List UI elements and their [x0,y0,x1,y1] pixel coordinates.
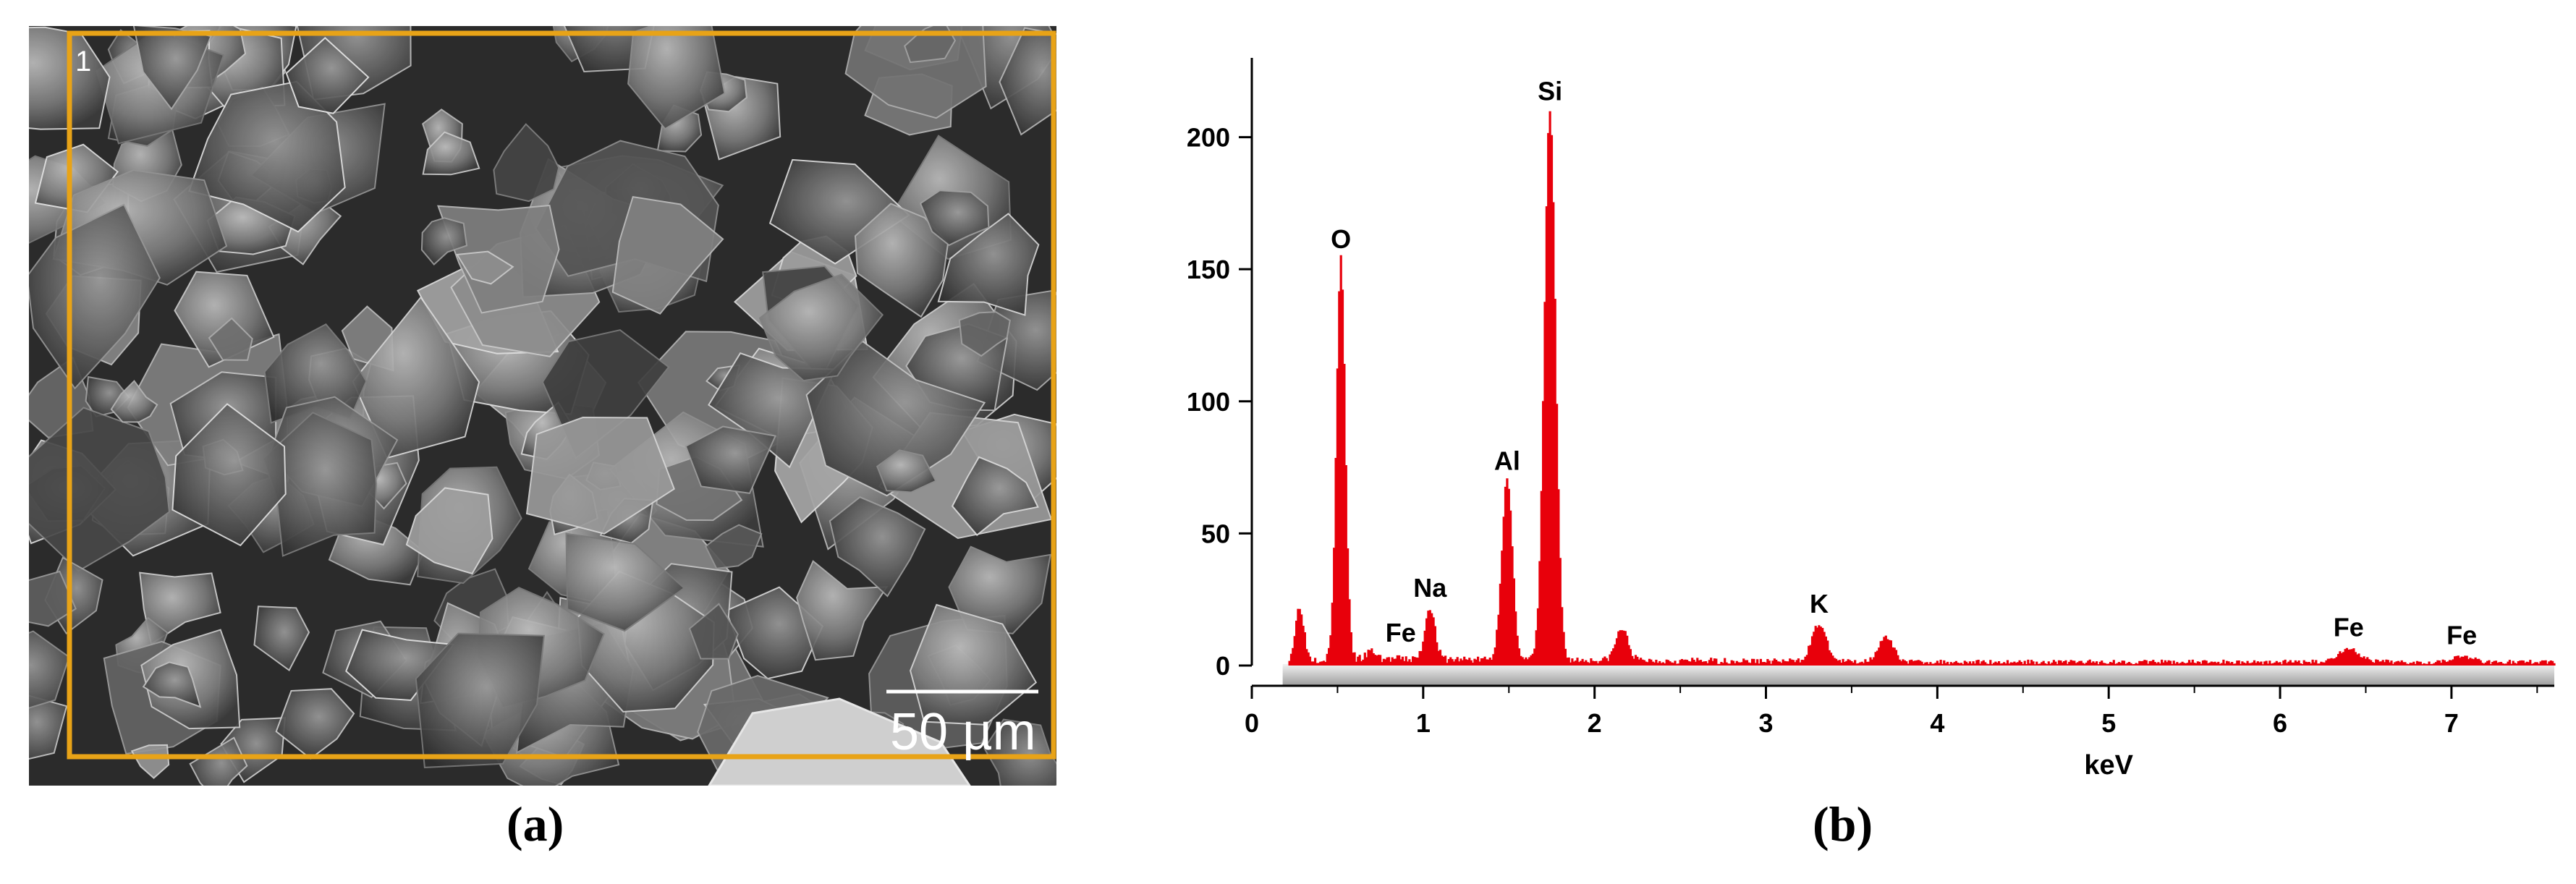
particle [132,26,212,111]
particle [854,203,949,318]
sem-particles [29,26,1056,786]
particle [29,630,70,709]
particle [704,524,763,569]
particle [285,37,370,114]
particle [142,661,202,708]
particle [627,26,726,130]
particle [171,403,287,547]
baseline-band [1282,664,2554,686]
caption-a: (a) [507,796,564,851]
peak-label-fe: Fe [2334,613,2364,642]
particle [420,217,468,266]
y-tick-label: 200 [1187,123,1230,153]
peak-label-k: K [1810,589,1829,619]
particle [937,213,1040,316]
x-tick-label: 4 [1930,708,1944,738]
spectrum-trace [1288,111,2556,666]
particle [253,605,310,671]
x-tick-label: 1 [1416,708,1431,738]
particle [983,718,1056,786]
peak-label-fe: Fe [2446,621,2477,650]
tick-labels: 0 50 100 150 200 0 1 2 3 4 5 6 7 [1187,123,2459,738]
particle [493,123,560,203]
peak-label-o: O [1331,224,1351,254]
x-tick-label: 2 [1588,708,1602,738]
peak-label-na: Na [1413,573,1447,603]
particle [999,27,1056,136]
particle [208,317,253,361]
particle [708,697,971,786]
particle [29,694,68,760]
y-tick-label: 0 [1216,651,1230,681]
particle [189,736,248,786]
particle [110,380,158,423]
sem-micrograph: 1 50 µm [29,26,1056,786]
peak-label-si: Si [1538,76,1562,106]
peak-label-fe: Fe [1386,618,1416,647]
x-tick-label: 3 [1759,708,1774,738]
spectrum-series [1288,111,2556,666]
particle [951,456,1039,537]
particle [611,195,724,315]
particle [456,250,514,285]
peak-label-al: Al [1494,446,1520,476]
y-tick-label: 150 [1187,255,1230,284]
particle [805,340,986,497]
particle [352,296,480,459]
x-tick-label: 7 [2444,708,2459,738]
scale-bar-label: 50 µm [890,703,1036,761]
particle [415,632,546,768]
eds-spectrum-chart: 0 50 100 150 200 0 1 2 3 4 5 6 7 O Fe Na Al Si K Fe Fe keV [1187,58,2556,781]
particle [525,416,675,535]
caption-b: (b) [1813,796,1873,851]
x-axis-title: keV [2084,750,2133,781]
spectrum-baseline [1282,664,2554,686]
x-tick-label: 6 [2273,708,2287,738]
particle [405,487,493,575]
axes [1239,58,2554,699]
roi-label: 1 [75,46,91,77]
y-tick-label: 50 [1201,519,1230,548]
particle [910,603,1038,726]
y-tick-label: 100 [1187,387,1230,417]
particle [422,131,480,176]
particle [130,744,170,779]
particle [876,449,937,493]
particle [685,425,777,494]
particle [958,311,1011,357]
roi-frame [67,30,1056,760]
particle [796,560,889,661]
x-tick-label: 0 [1245,708,1259,738]
peak-labels: O Fe Na Al Si K Fe Fe [1331,76,2477,650]
particle [565,532,685,632]
particle [829,496,926,598]
particle [688,603,739,660]
particle [919,190,990,247]
particle [758,273,884,382]
x-tick-label: 5 [2101,708,2116,738]
particle [188,80,346,233]
